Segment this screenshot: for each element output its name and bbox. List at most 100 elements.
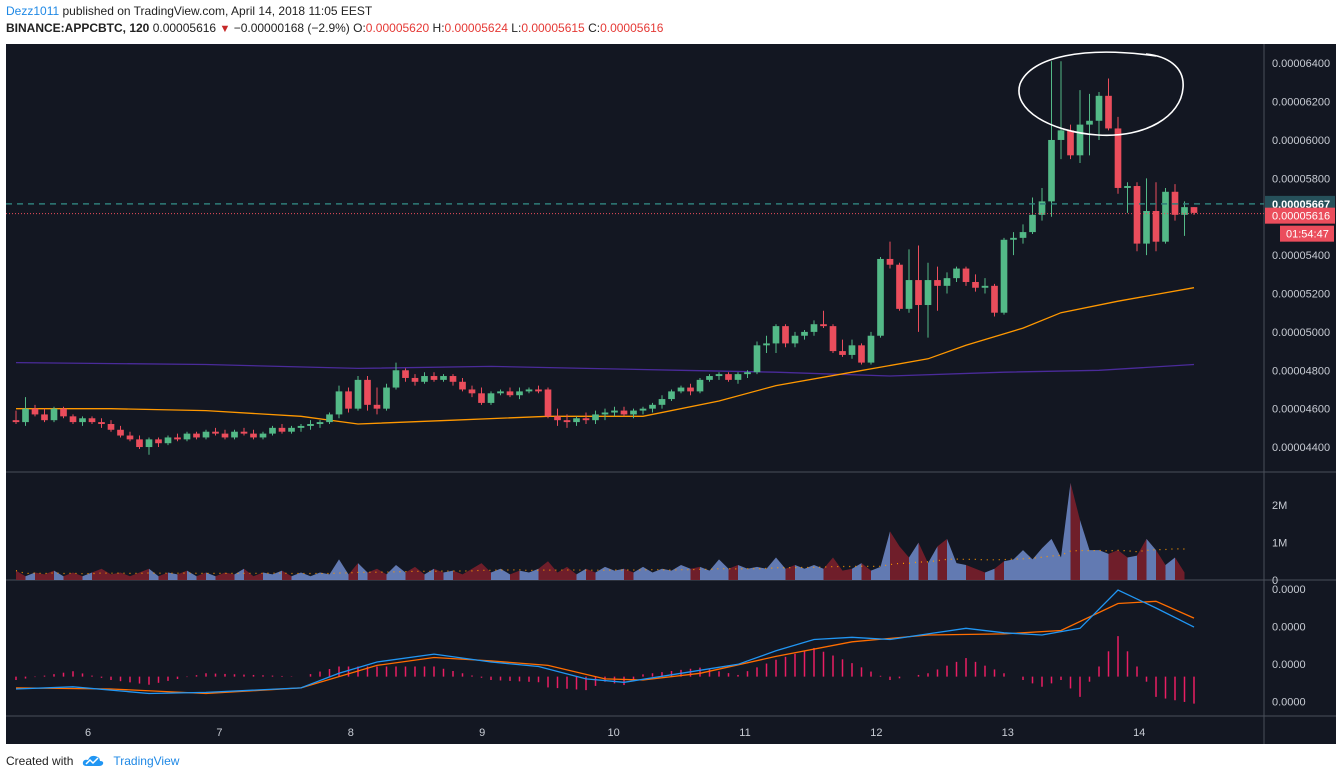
volume-area-segment: [263, 572, 273, 580]
candle-body: [867, 335, 875, 363]
candle-body: [250, 433, 257, 438]
candle-body: [354, 379, 362, 409]
plot-background: [6, 44, 1264, 716]
volume-area-segment: [367, 568, 377, 580]
candle-body: [107, 424, 115, 430]
candle-body: [858, 345, 865, 363]
chart-header: Dezz1011 published on TradingView.com, A…: [6, 3, 1326, 37]
volume-area-segment: [937, 538, 947, 580]
volume-area-segment: [139, 568, 149, 580]
volume-area-segment: [291, 572, 301, 580]
candle-body: [326, 414, 333, 423]
candle-body: [668, 391, 675, 400]
volume-tick-label: 2M: [1272, 500, 1287, 512]
volume-area-segment: [472, 563, 482, 580]
price-tick-label: 0.00005800: [1272, 173, 1330, 185]
time-tick-label: 12: [870, 727, 882, 739]
volume-area-segment: [747, 566, 757, 580]
chart-canvas[interactable]: 0.00006400 0.00006200 0.00006000 0.00005800…: [6, 44, 1336, 744]
volume-area-segment: [73, 572, 83, 580]
volume-area-segment: [25, 572, 35, 580]
volume-area-segment: [795, 565, 805, 580]
candle-body: [1190, 207, 1198, 213]
volume-area-segment: [149, 568, 159, 580]
price-tick-label: 0.00005000: [1272, 327, 1330, 339]
volume-area-segment: [253, 572, 263, 580]
volume-area-segment: [1004, 559, 1014, 580]
candle-body: [1057, 130, 1065, 140]
volume-area-segment: [633, 566, 643, 580]
volume-area-segment: [348, 563, 358, 580]
last-price-tag: [1265, 207, 1335, 224]
volume-area-segment: [120, 572, 130, 580]
candle-body: [202, 431, 210, 438]
volume-area-segment: [500, 568, 510, 580]
candle-body: [1181, 207, 1188, 215]
candle-body: [478, 393, 485, 403]
volume-area-segment: [225, 572, 235, 580]
volume-area-segment: [757, 566, 767, 580]
price-tick-label: 0.00004400: [1272, 442, 1330, 454]
price-tick-label: 0.00005200: [1272, 289, 1330, 301]
candle-body: [1000, 239, 1008, 313]
footer: Created with TradingView: [6, 754, 179, 768]
candle-body: [639, 408, 647, 411]
candle-body: [297, 425, 305, 428]
volume-area-segment: [1042, 538, 1052, 580]
price-tick-label: 0.00006400: [1272, 58, 1330, 70]
volume-area-segment: [405, 566, 415, 580]
time-tick-label: 7: [216, 727, 222, 739]
candle-body: [1076, 124, 1084, 156]
volume-area-segment: [852, 563, 862, 580]
volume-area-segment: [82, 572, 92, 580]
volume-area-segment: [111, 572, 121, 580]
candle-body: [1067, 130, 1074, 156]
volume-area-segment: [956, 563, 966, 580]
candle-body: [221, 433, 229, 438]
candle-body: [791, 335, 799, 344]
volume-area-segment: [985, 568, 995, 580]
candle-body: [373, 404, 381, 409]
volume-area-segment: [1013, 550, 1023, 580]
volume-area-segment: [776, 557, 786, 580]
candle-body: [1086, 120, 1093, 125]
time-tick-label: 6: [85, 727, 91, 739]
author-link[interactable]: Dezz1011: [6, 4, 60, 18]
volume-area-segment: [519, 570, 529, 580]
volume-area-segment: [681, 565, 691, 580]
candle-body: [117, 429, 124, 436]
close-label: C:: [588, 21, 601, 35]
candle-body: [934, 280, 941, 286]
candle-body: [88, 418, 96, 423]
volume-area-segment: [918, 542, 928, 580]
candle-body: [943, 278, 951, 286]
macd-tick-label: 0.0000: [1272, 697, 1306, 709]
candle-body: [848, 345, 856, 355]
candle-body: [468, 389, 476, 394]
volume-area-segment: [443, 570, 453, 580]
last-price: 0.00005616: [152, 21, 217, 35]
macd-tick-label: 0.0000: [1272, 622, 1306, 634]
volume-area-segment: [168, 572, 178, 580]
change-value: −0.00000168 (−2.9%): [233, 21, 350, 35]
price-tick-label: 0.00005400: [1272, 250, 1330, 262]
candle-body: [753, 345, 761, 373]
tradingview-brand[interactable]: TradingView: [113, 754, 180, 768]
last-price-label: 0.00005616: [1272, 211, 1330, 223]
volume-area-segment: [177, 570, 187, 580]
candle-body: [649, 404, 656, 409]
time-tick-label: 14: [1133, 727, 1145, 739]
candle-body: [392, 370, 400, 388]
volume-area-segment: [386, 565, 396, 580]
candle-body: [126, 435, 134, 440]
candle-body: [810, 324, 818, 332]
low-label: L:: [511, 21, 522, 35]
volume-area-segment: [320, 572, 330, 580]
candle-body: [1143, 210, 1150, 244]
volume-area-segment: [880, 531, 890, 580]
macd-line: [15, 589, 1195, 695]
volume-area-segment: [766, 557, 776, 580]
volume-area-segment: [624, 568, 634, 580]
candle-body: [440, 376, 447, 380]
volume-area-segment: [101, 568, 111, 580]
